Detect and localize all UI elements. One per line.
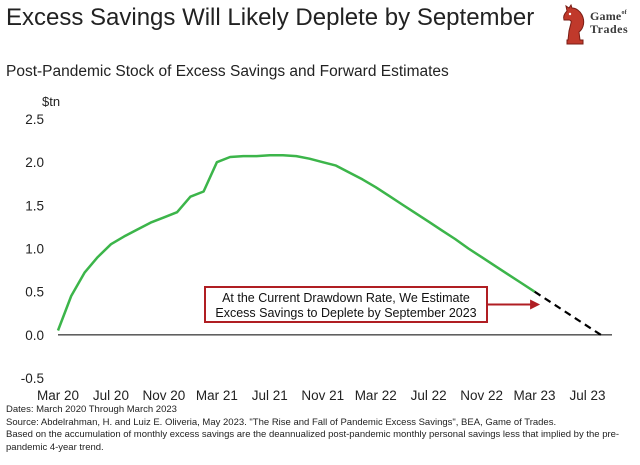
x-tick-label: Jul 22 (411, 388, 447, 400)
chess-knight-icon (563, 3, 585, 45)
y-tick-label: 2.5 (25, 112, 44, 127)
line-chart: $tn -0.5 0.0 0.5 1.0 1.5 2.0 2.5 Mar 20 Jul 20 No… (21, 94, 612, 400)
logo-word-of: of (621, 10, 627, 16)
logo-word-game: Game (590, 9, 622, 23)
chart-subtitle: Post-Pandemic Stock of Excess Savings an… (6, 63, 449, 80)
annotation-box (204, 286, 488, 323)
footer-source: Source: Abdelrahman, H. and Luiz E. Oliv… (6, 416, 557, 428)
x-tick-label: Nov 21 (301, 388, 344, 400)
forecast-dashed-line (533, 290, 602, 336)
footer-dates: Dates: March 2020 Through March 2023 (6, 404, 177, 415)
series-layer (56, 154, 602, 336)
excess-savings-line (56, 154, 536, 331)
x-tick-label: Jul 23 (570, 388, 606, 400)
chart-title: Excess Savings Will Likely Deplete by Se… (6, 4, 535, 31)
y-tick-label: 0.0 (25, 328, 44, 343)
game-of-trades-logo: Gameof Trades (560, 2, 638, 48)
annotation-line-1: At the Current Drawdown Rate, We Estimat… (222, 291, 470, 305)
logo-word-trades: Trades (590, 22, 629, 36)
y-axis-unit-label: $tn (42, 94, 60, 109)
y-tick-label: 2.0 (25, 155, 44, 170)
x-tick-label: Jul 20 (93, 388, 129, 400)
x-tick-label: Mar 21 (196, 388, 238, 400)
x-tick-label: Nov 20 (143, 388, 186, 400)
y-tick-label: 1.0 (25, 242, 44, 257)
y-axis: $tn -0.5 0.0 0.5 1.0 1.5 2.0 2.5 (21, 94, 60, 386)
y-tick-label: 1.5 (25, 198, 44, 213)
y-tick-label: 0.5 (25, 285, 44, 300)
x-tick-label: Mar 22 (355, 388, 397, 400)
x-tick-label: Nov 22 (460, 388, 503, 400)
chart-footer: Dates: March 2020 Through March 2023 Sou… (6, 404, 636, 454)
footer-note: Based on the accumulation of monthly exc… (6, 429, 620, 453)
x-tick-label: Mar 23 (514, 388, 556, 400)
x-axis: Mar 20 Jul 20 Nov 20 Mar 21 Jul 21 Nov 21 Mar … (37, 388, 606, 400)
x-tick-label: Jul 21 (252, 388, 288, 400)
y-tick-label: -0.5 (21, 371, 44, 386)
annotation: At the Current Drawdown Rate, We Estimat… (204, 286, 541, 323)
x-tick-label: Mar 20 (37, 388, 79, 400)
annotation-arrow-head (530, 299, 541, 310)
annotation-line-2: Excess Savings to Deplete by September 2… (215, 306, 476, 320)
